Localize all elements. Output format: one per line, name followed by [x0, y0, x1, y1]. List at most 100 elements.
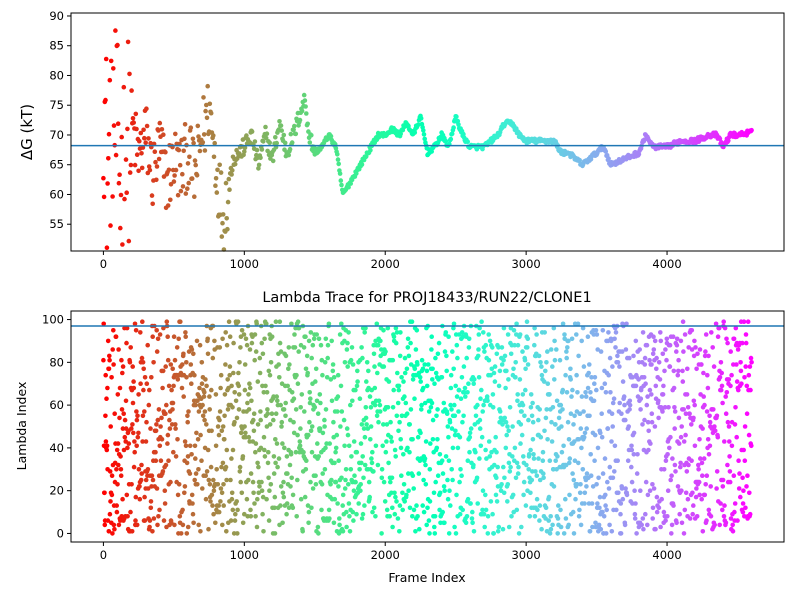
lambda-point [540, 458, 546, 464]
lambda-point [742, 375, 747, 380]
lambda-point [284, 454, 290, 459]
lambda-point [477, 325, 482, 331]
lambda-point [428, 441, 433, 446]
lambda-point [466, 345, 472, 350]
lambda-point [644, 342, 650, 348]
lambda-point [296, 325, 302, 331]
dg-point [218, 170, 224, 175]
lambda-point [274, 441, 280, 446]
lambda-point [609, 439, 614, 444]
lambda-point [670, 456, 675, 461]
lambda-point [399, 473, 404, 479]
lambda-point [634, 531, 639, 536]
lambda-point [138, 330, 143, 335]
lambda-point [390, 505, 395, 511]
lambda-point [686, 462, 691, 468]
lambda-point [429, 334, 435, 340]
lambda-point [134, 522, 140, 528]
dg-point [207, 101, 213, 107]
lambda-point [253, 514, 258, 519]
lambda-point [179, 385, 185, 391]
lambda-point [569, 394, 574, 399]
lambda-point [450, 445, 456, 451]
lambda-point [410, 377, 416, 382]
lambda-point [326, 507, 332, 513]
lambda-point [377, 402, 383, 408]
lambda-point [604, 507, 609, 513]
lambda-point [245, 400, 250, 406]
lambda-point [620, 496, 626, 502]
lambda-point [505, 332, 511, 337]
lambda-point [184, 531, 190, 536]
dg-point [183, 191, 189, 196]
lambda-point [326, 321, 332, 327]
lambda-point [157, 507, 162, 513]
lambda-point [322, 417, 327, 423]
lambda-point [668, 434, 673, 440]
lambda-point [181, 351, 186, 357]
dg-point [139, 165, 145, 171]
dg-point [106, 156, 111, 161]
lambda-point [574, 372, 579, 378]
lambda-point [129, 482, 134, 487]
lambda-point [450, 349, 455, 354]
lambda-point [727, 454, 732, 459]
lambda-point [645, 492, 651, 498]
dg-point [115, 121, 121, 126]
lambda-point [167, 417, 172, 423]
dg-point [421, 132, 427, 137]
lambda-point [230, 507, 236, 513]
lambda-point [157, 443, 163, 449]
lambda-point [153, 449, 158, 455]
lambda-point [264, 390, 270, 395]
lambda-point [479, 387, 484, 393]
lambda-point [662, 368, 667, 374]
lambda-point [357, 396, 363, 402]
lambda-point [487, 454, 493, 459]
lambda-point [220, 336, 225, 342]
lambda-point [443, 330, 449, 335]
lambda-point [354, 449, 360, 455]
lambda-point [246, 477, 251, 483]
lambda-point [660, 392, 666, 397]
lambda-point [367, 494, 373, 500]
lambda-point [531, 452, 536, 457]
lambda-point [130, 422, 135, 427]
lambda-point [170, 400, 176, 406]
lambda-point [718, 387, 724, 393]
lambda-point [697, 492, 702, 498]
lambda-point [182, 439, 188, 444]
lambda-point [322, 467, 328, 472]
lambda-point [381, 479, 387, 485]
dg-point [168, 197, 173, 203]
lambda-point [615, 458, 620, 464]
lambda-point [501, 325, 507, 331]
lambda-point [149, 473, 155, 479]
lambda-point [629, 464, 634, 470]
lambda-point [728, 349, 733, 354]
lambda-point [138, 381, 143, 387]
dg-point [418, 116, 424, 121]
lambda-point [267, 422, 273, 427]
lambda-point [278, 503, 283, 508]
lambda-point [537, 518, 542, 523]
dg-point [281, 132, 287, 138]
lambda-point [494, 499, 500, 504]
lambda-point [717, 375, 723, 380]
dg-point [263, 135, 269, 141]
lambda-point [430, 377, 435, 382]
lambda-point [243, 430, 248, 436]
lambda-point [110, 531, 115, 536]
lambda-point [219, 490, 225, 496]
lambda-point [442, 349, 448, 354]
lambda-point [369, 456, 374, 461]
lambda-point [406, 353, 412, 359]
dg-y-tick-label: 85 [49, 39, 64, 53]
dg-point [117, 172, 122, 177]
lambda-point [520, 402, 526, 408]
dg-point [456, 122, 461, 127]
lambda-point [329, 477, 334, 483]
lambda-point [319, 482, 325, 487]
dg-point [305, 121, 311, 127]
lambda-point [495, 464, 501, 470]
